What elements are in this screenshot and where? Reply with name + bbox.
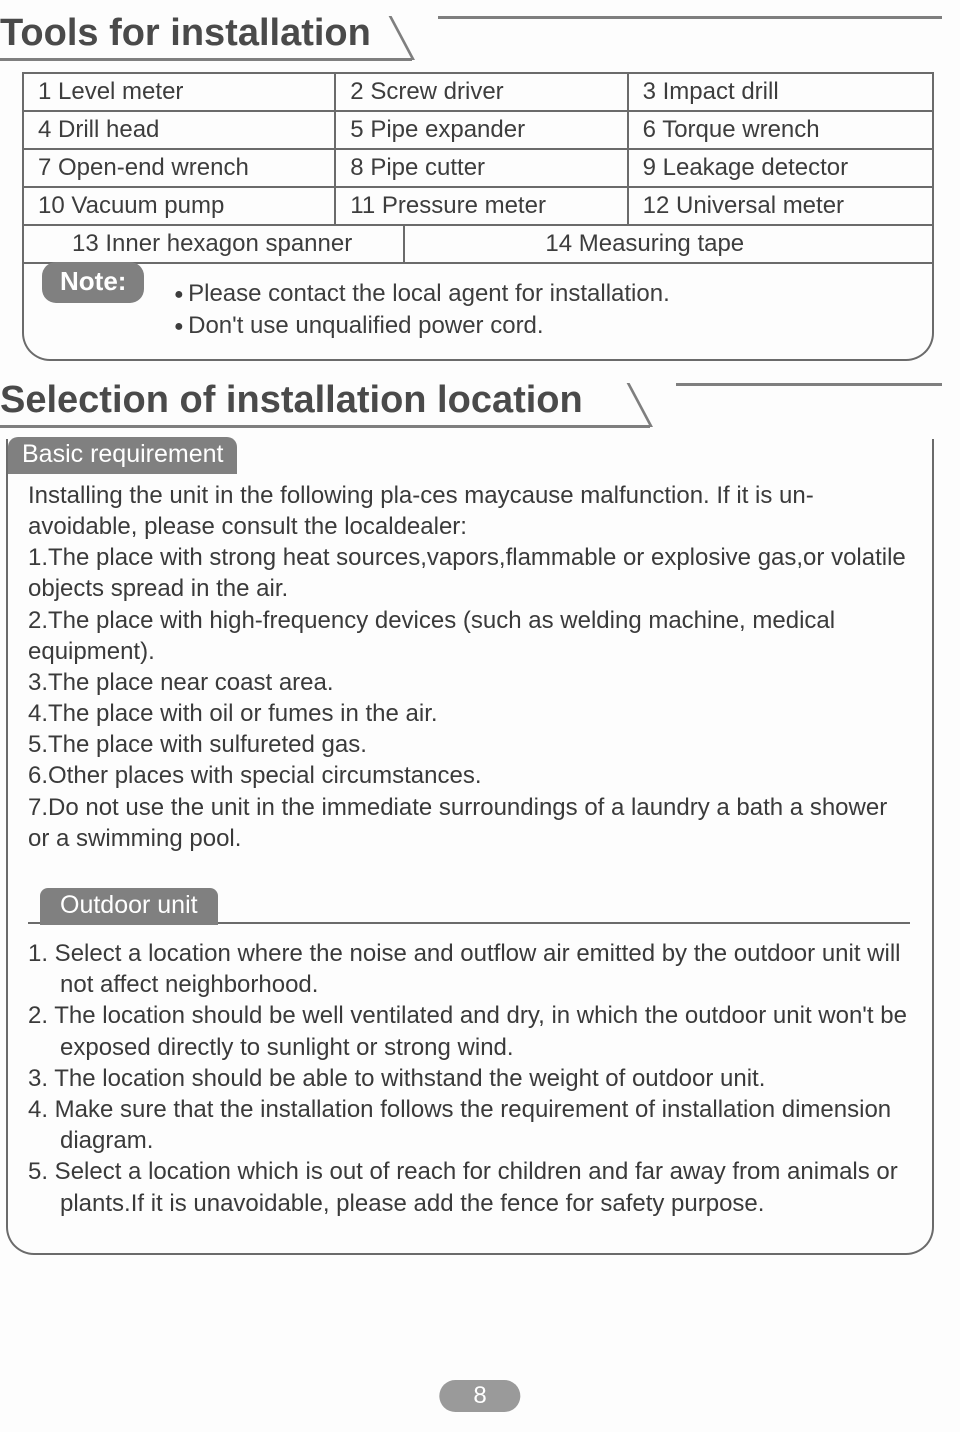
outdoor-item: 3. The location should be able to withst…: [28, 1063, 910, 1094]
outdoor-list: 1. Select a location where the noise and…: [22, 928, 916, 1219]
table-cell: 13 Inner hexagon spanner: [24, 226, 405, 262]
heading-underline: [0, 58, 412, 61]
note-item: Don't use unqualified power cord.: [174, 310, 912, 342]
table-cell: 1 Level meter: [23, 73, 335, 111]
table-cell: 2 Screw driver: [335, 73, 627, 111]
table-cell: 10 Vacuum pump: [23, 187, 335, 225]
outdoor-item: 1. Select a location where the noise and…: [28, 938, 910, 1000]
heading-topline-2: [676, 383, 942, 386]
section-tools-title: Tools for installation: [0, 12, 385, 55]
tools-table-wrap: 1 Level meter2 Screw driver3 Impact dril…: [22, 72, 934, 264]
heading-topline: [438, 16, 942, 19]
note-label: Note:: [42, 262, 144, 303]
note-list: Please contact the local agent for insta…: [174, 278, 912, 343]
basic-requirement-tab: Basic requirement: [8, 437, 237, 474]
table-cell: 13 Inner hexagon spanner14 Measuring tap…: [23, 225, 933, 263]
table-cell: 8 Pipe cutter: [335, 149, 627, 187]
outdoor-label: Outdoor unit: [40, 888, 218, 925]
table-row: 13 Inner hexagon spanner14 Measuring tap…: [23, 225, 933, 263]
table-row: 10 Vacuum pump11 Pressure meter12 Univer…: [23, 187, 933, 225]
location-panel: Basic requirement Installing the unit in…: [6, 439, 934, 1255]
section-location-title: Selection of installation location: [0, 379, 597, 422]
table-cell: 7 Open-end wrench: [23, 149, 335, 187]
table-cell: 5 Pipe expander: [335, 111, 627, 149]
table-row: 1 Level meter2 Screw driver3 Impact dril…: [23, 73, 933, 111]
table-cell: 3 Impact drill: [628, 73, 933, 111]
note-item: Please contact the local agent for insta…: [174, 278, 912, 310]
basic-requirement-text: Installing the unit in the following pla…: [22, 480, 916, 854]
table-cell: 9 Leakage detector: [628, 149, 933, 187]
outdoor-item: 2. The location should be well ventilate…: [28, 1000, 910, 1062]
table-cell: 14 Measuring tape: [405, 226, 932, 262]
heading-slash-2: [627, 383, 653, 427]
page-number: 8: [439, 1380, 520, 1412]
heading-underline-2: [0, 425, 650, 428]
section-tools-heading: Tools for installation: [0, 12, 942, 66]
table-row: 4 Drill head5 Pipe expander6 Torque wren…: [23, 111, 933, 149]
table-cell: 11 Pressure meter: [335, 187, 627, 225]
heading-slash: [389, 16, 415, 60]
table-cell: 6 Torque wrench: [628, 111, 933, 149]
note-box: Note: Please contact the local agent for…: [22, 264, 934, 361]
table-row: 7 Open-end wrench8 Pipe cutter9 Leakage …: [23, 149, 933, 187]
table-cell: 12 Universal meter: [628, 187, 933, 225]
outdoor-subheading: Outdoor unit: [22, 888, 916, 928]
outdoor-item: 4. Make sure that the installation follo…: [28, 1094, 910, 1156]
table-cell: 4 Drill head: [23, 111, 335, 149]
section-location-heading: Selection of installation location: [0, 379, 942, 433]
outdoor-item: 5. Select a location which is out of rea…: [28, 1156, 910, 1218]
tools-table: 1 Level meter2 Screw driver3 Impact dril…: [22, 72, 934, 264]
